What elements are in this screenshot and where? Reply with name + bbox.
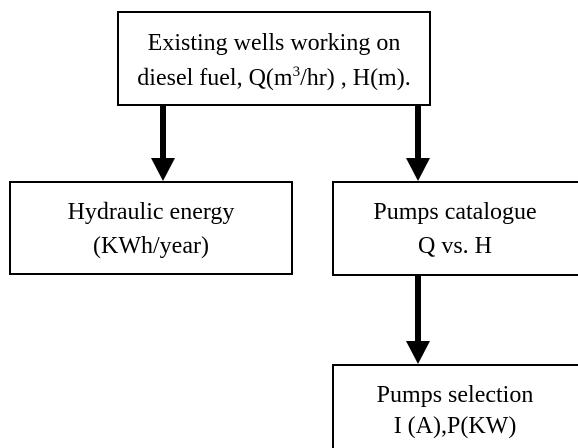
arrow-head: [406, 158, 430, 181]
node-text: Existing wells working on: [148, 30, 401, 56]
node-text: Q vs. H: [418, 233, 492, 259]
node-text: Hydraulic energy: [68, 199, 235, 225]
node-text: (KWh/year): [93, 233, 209, 259]
superscript: 3: [293, 64, 301, 80]
node-box: [332, 181, 578, 276]
arrow-head: [151, 158, 175, 181]
node-text: diesel fuel, Q(m3/hr) , H(m).: [137, 64, 410, 91]
node-text: Pumps catalogue: [373, 199, 536, 225]
node-box: [9, 181, 293, 275]
text-part: /hr) , H(m).: [300, 65, 411, 91]
text-part: diesel fuel, Q(m: [137, 65, 293, 91]
node-box: [332, 364, 578, 448]
node-text: Pumps selection: [377, 382, 534, 408]
arrow-head: [406, 341, 430, 364]
node-box: [117, 11, 431, 106]
node-text: I (A),P(KW): [394, 413, 517, 439]
